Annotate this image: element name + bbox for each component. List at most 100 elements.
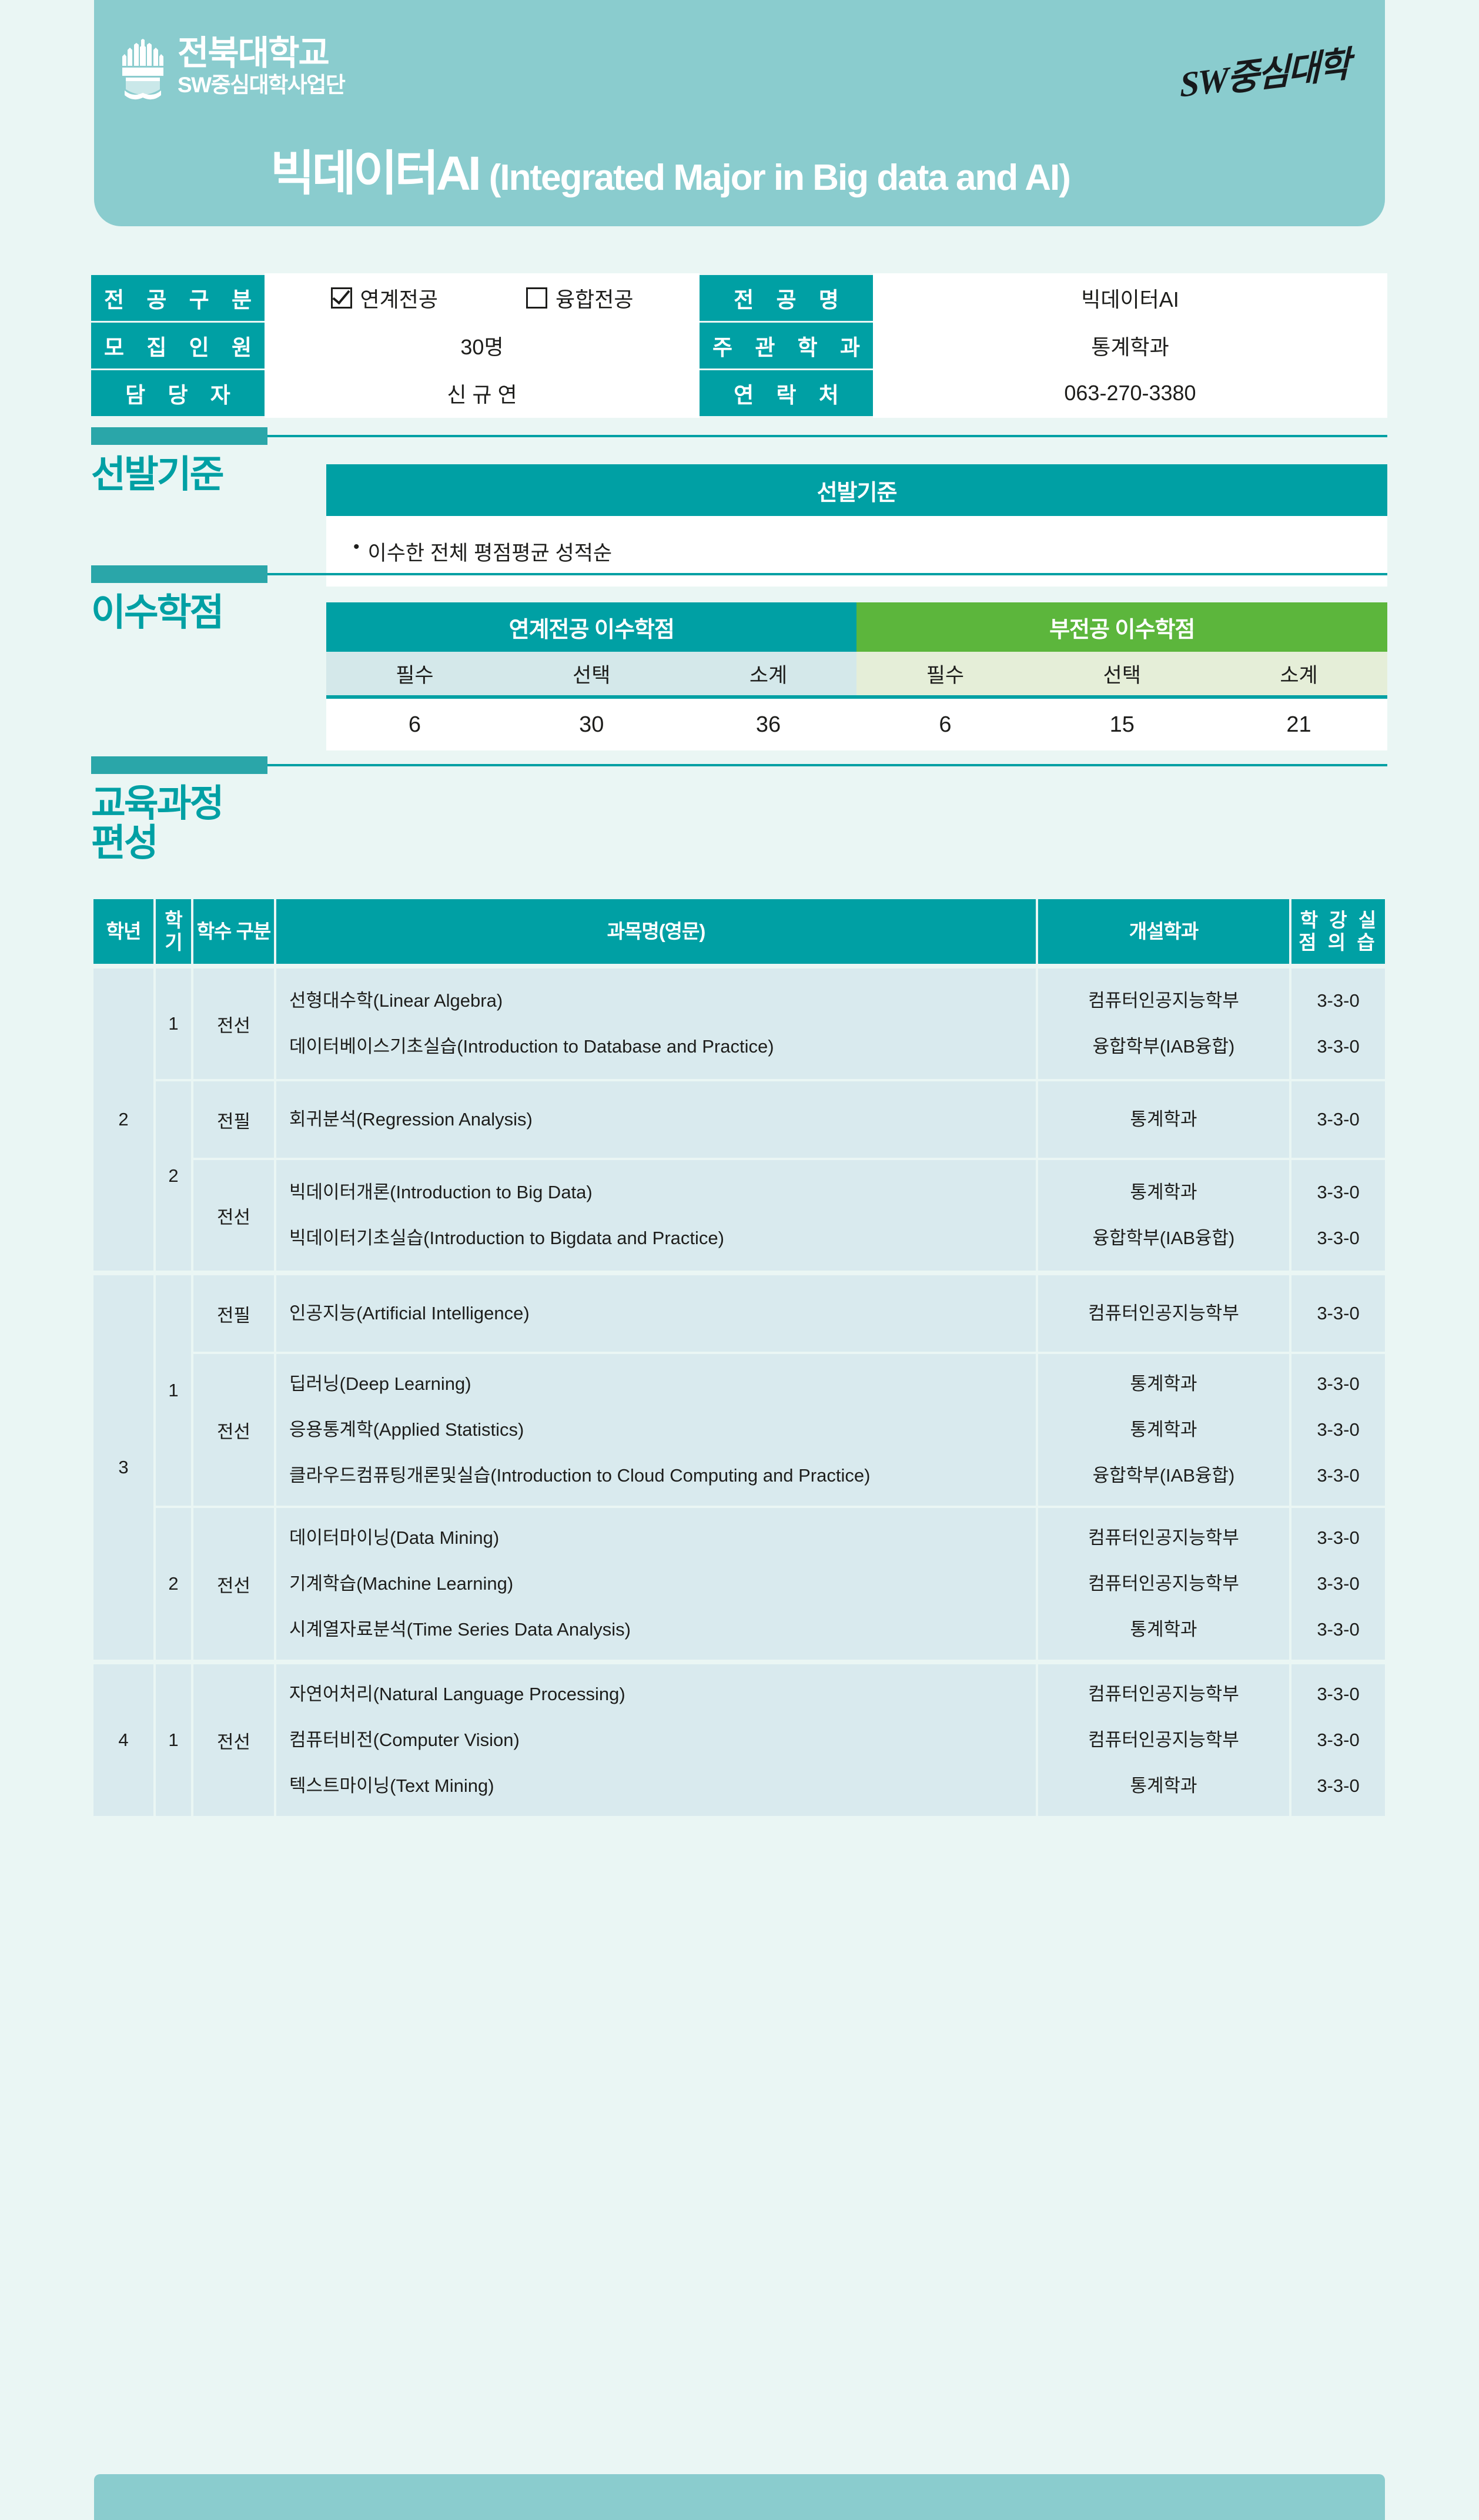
cell-departments: 컴퓨터인공지능학부 컴퓨터인공지능학부 통계학과 <box>1036 1660 1291 1818</box>
course-name: 시계열자료분석(Time Series Data Analysis) <box>289 1619 631 1640</box>
course-department: 융합학부(IAB융합) <box>1092 1036 1235 1057</box>
credits-value-required-linked: 6 <box>326 697 503 750</box>
column-header-credit-lecture-lab: 학 강 실 점 의 습 <box>1289 899 1387 966</box>
university-sub-name: SW중심대학사업단 <box>178 73 346 97</box>
checkbox-unchecked-icon[interactable] <box>526 287 547 309</box>
course-name: 데이터베이스기초실습(Introduction to Database and … <box>289 1036 774 1057</box>
curriculum-table: 학년 학기 학수 구분 과목명(영문) 개설학과 학 강 실 점 의 습 2 1… <box>91 899 1387 1818</box>
table-row: 4 1 전선 자연어처리(Natural Language Processing… <box>91 1660 1387 1818</box>
cell-credits: 3-3-0 <box>1289 1080 1387 1160</box>
section-title-credits: 이수학점 <box>91 591 225 634</box>
column-header-course-name: 과목명(영문) <box>274 899 1038 966</box>
cell-course-type: 전선 <box>191 1660 276 1818</box>
cell-year: 2 <box>91 964 156 1274</box>
info-value-quota: 30명 <box>265 321 700 370</box>
table-row: 3 1 전필 인공지능(Artificial Intelligence) 컴퓨터… <box>91 1271 1387 1663</box>
course-department: 컴퓨터인공지능학부 <box>1088 1730 1239 1750</box>
credits-value-subtotal-minor: 21 <box>1210 697 1387 750</box>
course-department: 통계학과 <box>1130 1182 1197 1202</box>
cell-course-type: 전선 <box>191 1507 276 1663</box>
section-title-curriculum: 교육과정 편성 <box>91 782 225 864</box>
info-label-host-dept: 주 관 학 과 <box>700 321 873 370</box>
course-department: 통계학과 <box>1130 1109 1197 1130</box>
cell-departments: 통계학과 융합학부(IAB융합) <box>1036 1159 1291 1274</box>
cell-credits: 3-3-0 3-3-0 3-3-0 <box>1289 1507 1387 1663</box>
course-credits: 3-3-0 <box>1317 1303 1360 1323</box>
cell-course-names: 인공지능(Artificial Intelligence) <box>274 1271 1038 1354</box>
course-name: 빅데이터기초실습(Introduction to Bigdata and Pra… <box>289 1228 724 1248</box>
criteria-item-text: 이수한 전체 평점평균 성적순 <box>367 541 613 565</box>
course-name: 응용통계학(Applied Statistics) <box>289 1419 524 1440</box>
table-row: 전 공 구 분 연계전공 융합전공 전 공 명 빅데이터AI <box>91 273 1387 323</box>
cell-credits: 3-3-0 <box>1289 1271 1387 1354</box>
column-header-course-type: 학수 구분 <box>191 899 276 966</box>
choice-label: 융합전공 <box>556 287 634 311</box>
section-curriculum: 교육과정 편성 <box>91 756 1387 864</box>
cell-course-type: 전선 <box>191 1353 276 1508</box>
course-department: 통계학과 <box>1130 1373 1197 1394</box>
credits-value-subtotal-linked: 36 <box>680 697 857 750</box>
section-title-selection-criteria: 선발기준 <box>91 453 225 495</box>
criteria-table-header: 선발기준 <box>326 464 1387 516</box>
course-credits: 3-3-0 <box>1317 1730 1360 1750</box>
table-header-row: 선발기준 <box>326 464 1387 516</box>
credits-subheader-subtotal-minor: 소계 <box>1210 652 1387 699</box>
info-label-quota: 모 집 인 원 <box>91 321 265 370</box>
credits-value-elective-linked: 30 <box>503 697 680 750</box>
cell-course-type: 전선 <box>191 1159 276 1274</box>
course-department: 통계학과 <box>1130 1419 1197 1440</box>
table-row: 6 30 36 6 15 21 <box>326 697 1387 750</box>
major-title-english: (Integrated Major in Big data and AI) <box>488 158 1071 198</box>
choice-convergence-major[interactable]: 융합전공 <box>526 283 633 313</box>
cell-semester: 2 <box>153 1507 193 1663</box>
course-credits: 3-3-0 <box>1317 1684 1360 1704</box>
footer-bar <box>94 2474 1385 2520</box>
course-department: 융합학부(IAB융합) <box>1092 1228 1235 1248</box>
info-value-major-name: 빅데이터AI <box>873 273 1387 323</box>
cell-credits: 3-3-0 3-3-0 3-3-0 <box>1289 1353 1387 1508</box>
cell-semester: 1 <box>153 964 193 1081</box>
info-value-host-dept: 통계학과 <box>873 321 1387 370</box>
course-department: 컴퓨터인공지능학부 <box>1088 1573 1239 1594</box>
info-label-major-type: 전 공 구 분 <box>91 273 265 323</box>
course-credits: 3-3-0 <box>1317 1182 1360 1202</box>
cell-year: 3 <box>91 1271 156 1663</box>
course-credits: 3-3-0 <box>1317 1109 1360 1130</box>
cell-semester: 1 <box>153 1660 193 1818</box>
course-department: 컴퓨터인공지능학부 <box>1088 990 1239 1011</box>
course-department: 컴퓨터인공지능학부 <box>1088 1527 1239 1548</box>
cell-course-type: 전선 <box>191 964 276 1081</box>
course-credits: 3-3-0 <box>1317 1419 1360 1440</box>
cell-course-names: 자연어처리(Natural Language Processing) 컴퓨터비전… <box>274 1660 1038 1818</box>
bullet-icon: • <box>353 537 360 557</box>
cell-course-names: 회귀분석(Regression Analysis) <box>274 1080 1038 1160</box>
column-header-year: 학년 <box>91 899 156 966</box>
course-name: 컴퓨터비전(Computer Vision) <box>289 1730 520 1750</box>
info-label-contact: 연 락 처 <box>700 368 873 418</box>
cell-departments: 통계학과 <box>1036 1080 1291 1160</box>
course-department: 융합학부(IAB융합) <box>1092 1465 1235 1486</box>
credits-subheader-required-minor: 필수 <box>856 652 1034 699</box>
column-header-semester: 학기 <box>153 899 193 966</box>
major-info-table: 전 공 구 분 연계전공 융합전공 전 공 명 빅데이터AI 모 집 인 원 3… <box>91 273 1387 418</box>
course-name: 자연어처리(Natural Language Processing) <box>289 1684 625 1704</box>
university-name: 전북대학교 <box>178 34 330 72</box>
university-logo-group: 전북대학교 SW중심대학사업단 <box>121 34 346 102</box>
cell-credits: 3-3-0 3-3-0 <box>1289 964 1387 1081</box>
credits-group-minor-major: 부전공 이수학점 <box>856 602 1387 652</box>
cell-credits: 3-3-0 3-3-0 3-3-0 <box>1289 1660 1387 1818</box>
cell-course-names: 딥러닝(Deep Learning) 응용통계학(Applied Statist… <box>274 1353 1038 1508</box>
course-department: 컴퓨터인공지능학부 <box>1088 1303 1239 1323</box>
info-value-major-type: 연계전공 융합전공 <box>265 273 700 323</box>
choice-linked-major[interactable]: 연계전공 <box>330 283 438 313</box>
table-row: 2 1 전선 선형대수학(Linear Algebra) 데이터베이스기초실습(… <box>91 964 1387 1274</box>
course-credits: 3-3-0 <box>1317 1573 1360 1594</box>
course-credits: 3-3-0 <box>1317 990 1360 1011</box>
section-credits: 이수학점 <box>91 565 1387 634</box>
checkbox-checked-icon[interactable] <box>330 287 352 309</box>
cell-course-names: 빅데이터개론(Introduction to Big Data) 빅데이터기초실… <box>274 1159 1038 1274</box>
course-name: 선형대수학(Linear Algebra) <box>289 990 503 1011</box>
credits-subheader-subtotal-linked: 소계 <box>680 652 857 699</box>
course-credits: 3-3-0 <box>1317 1465 1360 1486</box>
course-department: 통계학과 <box>1130 1619 1197 1640</box>
